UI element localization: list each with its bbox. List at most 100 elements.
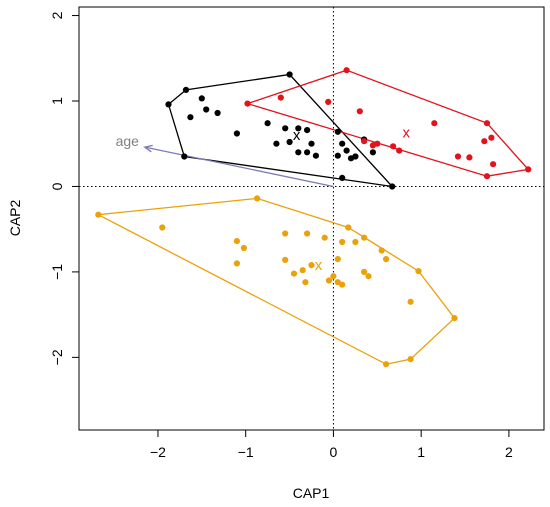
- group-1-point: [339, 174, 346, 181]
- group-1-point: [334, 128, 341, 135]
- group-2-point: [356, 108, 363, 115]
- group-3-point: [345, 224, 352, 231]
- group-3-point: [308, 262, 315, 269]
- group-2-point: [369, 142, 376, 149]
- group-2-point: [525, 166, 532, 173]
- group-3-point: [415, 268, 422, 275]
- group-centroids: x x x: [293, 125, 411, 274]
- group-2-centroid: x: [403, 125, 411, 142]
- group-2-point: [361, 138, 368, 145]
- group-1-point: [352, 153, 359, 160]
- y-axis-label: CAP2: [7, 200, 23, 237]
- group-2-point: [343, 67, 350, 74]
- age-vector: age: [116, 133, 334, 188]
- x-tick-label: 2: [505, 444, 513, 460]
- group-1-point: [182, 86, 190, 93]
- group-3-point: [383, 256, 390, 263]
- group-3-point: [407, 356, 414, 363]
- group-1-point: [334, 152, 341, 159]
- group-3-point: [159, 224, 166, 231]
- data-points: [95, 67, 532, 368]
- group-3-point: [304, 230, 311, 237]
- group-3-point: [321, 234, 328, 241]
- group-1-point: [233, 130, 240, 137]
- group-1-point: [214, 109, 221, 117]
- age-vector-arrowhead: [143, 144, 153, 153]
- group-3-point: [330, 273, 337, 280]
- group-1-point: [369, 149, 376, 156]
- group-1-point: [203, 106, 210, 113]
- group-2-point: [325, 98, 332, 105]
- group-2-point: [277, 94, 284, 101]
- group-2-point: [244, 100, 251, 107]
- group-2-point: [454, 153, 462, 160]
- group-3-hull: [96, 197, 456, 365]
- group-3-point: [95, 211, 102, 218]
- group-3-point: [378, 247, 385, 254]
- group-hulls: [96, 69, 530, 365]
- group-1-point: [273, 140, 280, 147]
- group-1-point: [343, 147, 350, 154]
- group-1-point: [282, 125, 289, 132]
- group-1-point: [264, 120, 271, 127]
- group-1-point: [286, 71, 293, 78]
- y-tick-label: 0: [49, 182, 65, 190]
- x-axis-label: CAP1: [293, 485, 330, 501]
- group-1-point: [308, 140, 315, 147]
- group-3-point: [451, 315, 458, 322]
- group-1-point: [181, 153, 188, 160]
- group-1-point: [286, 138, 293, 146]
- group-1-point: [165, 101, 172, 108]
- reference-lines: [79, 7, 544, 430]
- x-tick-label: −2: [150, 444, 166, 460]
- group-1-point: [389, 183, 396, 190]
- group-2-point: [488, 134, 495, 141]
- group-2-hull: [245, 69, 530, 177]
- group-3-point: [299, 267, 306, 274]
- group-1-point: [187, 114, 194, 121]
- y-tick-label: −2: [49, 349, 65, 365]
- x-axis: −2 −1 0 1 2: [150, 429, 513, 460]
- age-vector-label: age: [116, 133, 140, 149]
- y-axis: −2 −1 0 1 2: [49, 11, 80, 365]
- group-3-point: [240, 244, 247, 252]
- group-2-point: [483, 120, 491, 127]
- group-3-point: [339, 238, 346, 246]
- group-3-point: [233, 238, 240, 245]
- group-3-point: [282, 230, 289, 237]
- group-1-point: [304, 149, 311, 156]
- group-3-point: [361, 234, 368, 241]
- group-3-point: [407, 298, 414, 305]
- group-1-hull: [167, 73, 394, 188]
- group-2-point: [490, 161, 497, 168]
- group-1-point: [312, 152, 319, 159]
- group-2-point: [431, 120, 438, 127]
- group-1-point: [295, 149, 302, 156]
- x-tick-label: −1: [238, 444, 254, 460]
- group-3-point: [339, 281, 346, 288]
- x-tick-label: 1: [417, 444, 425, 460]
- group-3-point: [361, 268, 368, 275]
- group-2-point: [466, 154, 473, 161]
- group-3-point: [352, 238, 359, 246]
- group-1-point: [295, 125, 302, 132]
- y-tick-label: 2: [49, 11, 65, 19]
- age-vector-line: [144, 146, 334, 188]
- group-3-point: [302, 279, 309, 286]
- group-3-point: [282, 256, 289, 263]
- x-tick-label: 0: [330, 444, 338, 460]
- group-2-point: [481, 138, 488, 145]
- group-3-point: [334, 256, 341, 263]
- plot-frame: [78, 6, 545, 431]
- group-2-point: [390, 143, 397, 150]
- group-3-point: [383, 361, 390, 368]
- group-3-centroid: x: [315, 257, 323, 274]
- group-3-point: [325, 277, 333, 284]
- y-tick-label: 1: [49, 97, 65, 105]
- group-2-point: [483, 173, 491, 180]
- group-1-point: [339, 140, 346, 147]
- group-3-point: [233, 260, 240, 267]
- group-1-point: [304, 127, 311, 134]
- group-2-point: [396, 147, 403, 154]
